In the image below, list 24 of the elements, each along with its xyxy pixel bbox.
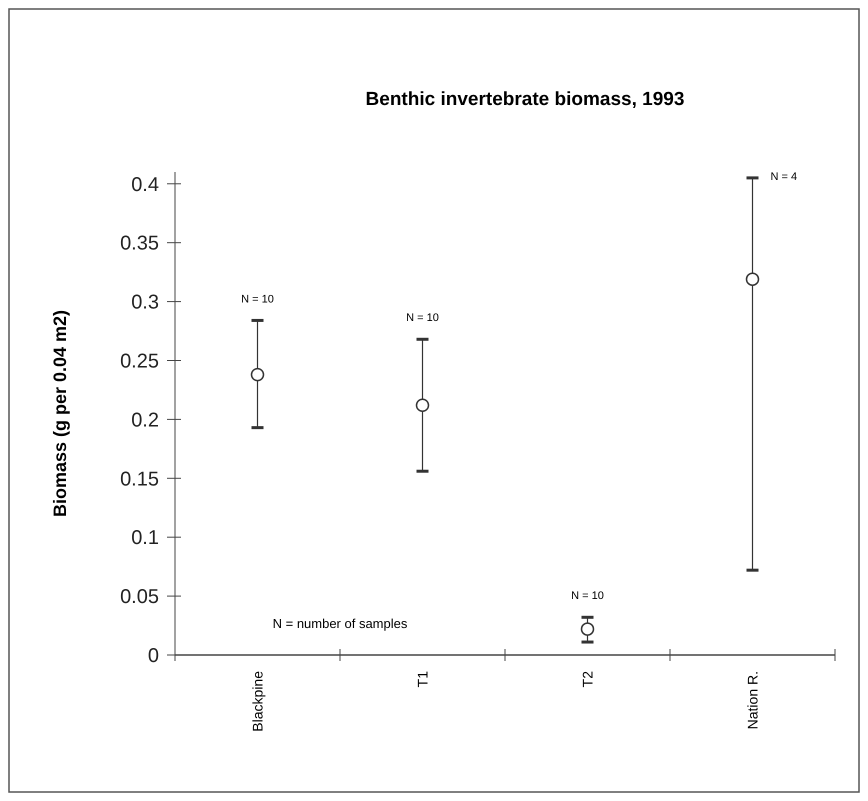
y-tick-label: 0.1 <box>131 527 159 550</box>
y-axis-title: Biomass (g per 0.04 m2) <box>50 310 70 518</box>
y-tick-label: 0.2 <box>131 409 159 432</box>
y-tick-label: 0.3 <box>131 292 159 314</box>
point <box>580 622 594 636</box>
annotation: N = 10 <box>571 590 604 602</box>
y-tick-label: 0.05 <box>120 586 159 608</box>
y-tick-label: 0.15 <box>120 468 159 490</box>
x-tick-label: Blackpine <box>249 670 266 732</box>
chart-title: Benthic invertebrate biomass, 1993 <box>366 89 684 110</box>
point <box>746 272 760 286</box>
y-tick-label: 0 <box>148 645 159 667</box>
annotation: N = 4 <box>770 170 798 183</box>
y-tick-label: 0.35 <box>120 232 159 255</box>
annotation: N = 10 <box>406 312 439 324</box>
x-tick-label: Nation R. <box>744 671 760 730</box>
point <box>416 398 430 412</box>
annotation: N = 10 <box>241 293 274 306</box>
x-tick-label: T2 <box>579 670 596 688</box>
x-tick-label: T1 <box>414 670 430 688</box>
annotation: N = number of samples <box>272 616 408 631</box>
y-tick-label: 0.25 <box>120 350 159 372</box>
y-tick-label: 0.4 <box>131 174 159 196</box>
point <box>250 368 264 382</box>
